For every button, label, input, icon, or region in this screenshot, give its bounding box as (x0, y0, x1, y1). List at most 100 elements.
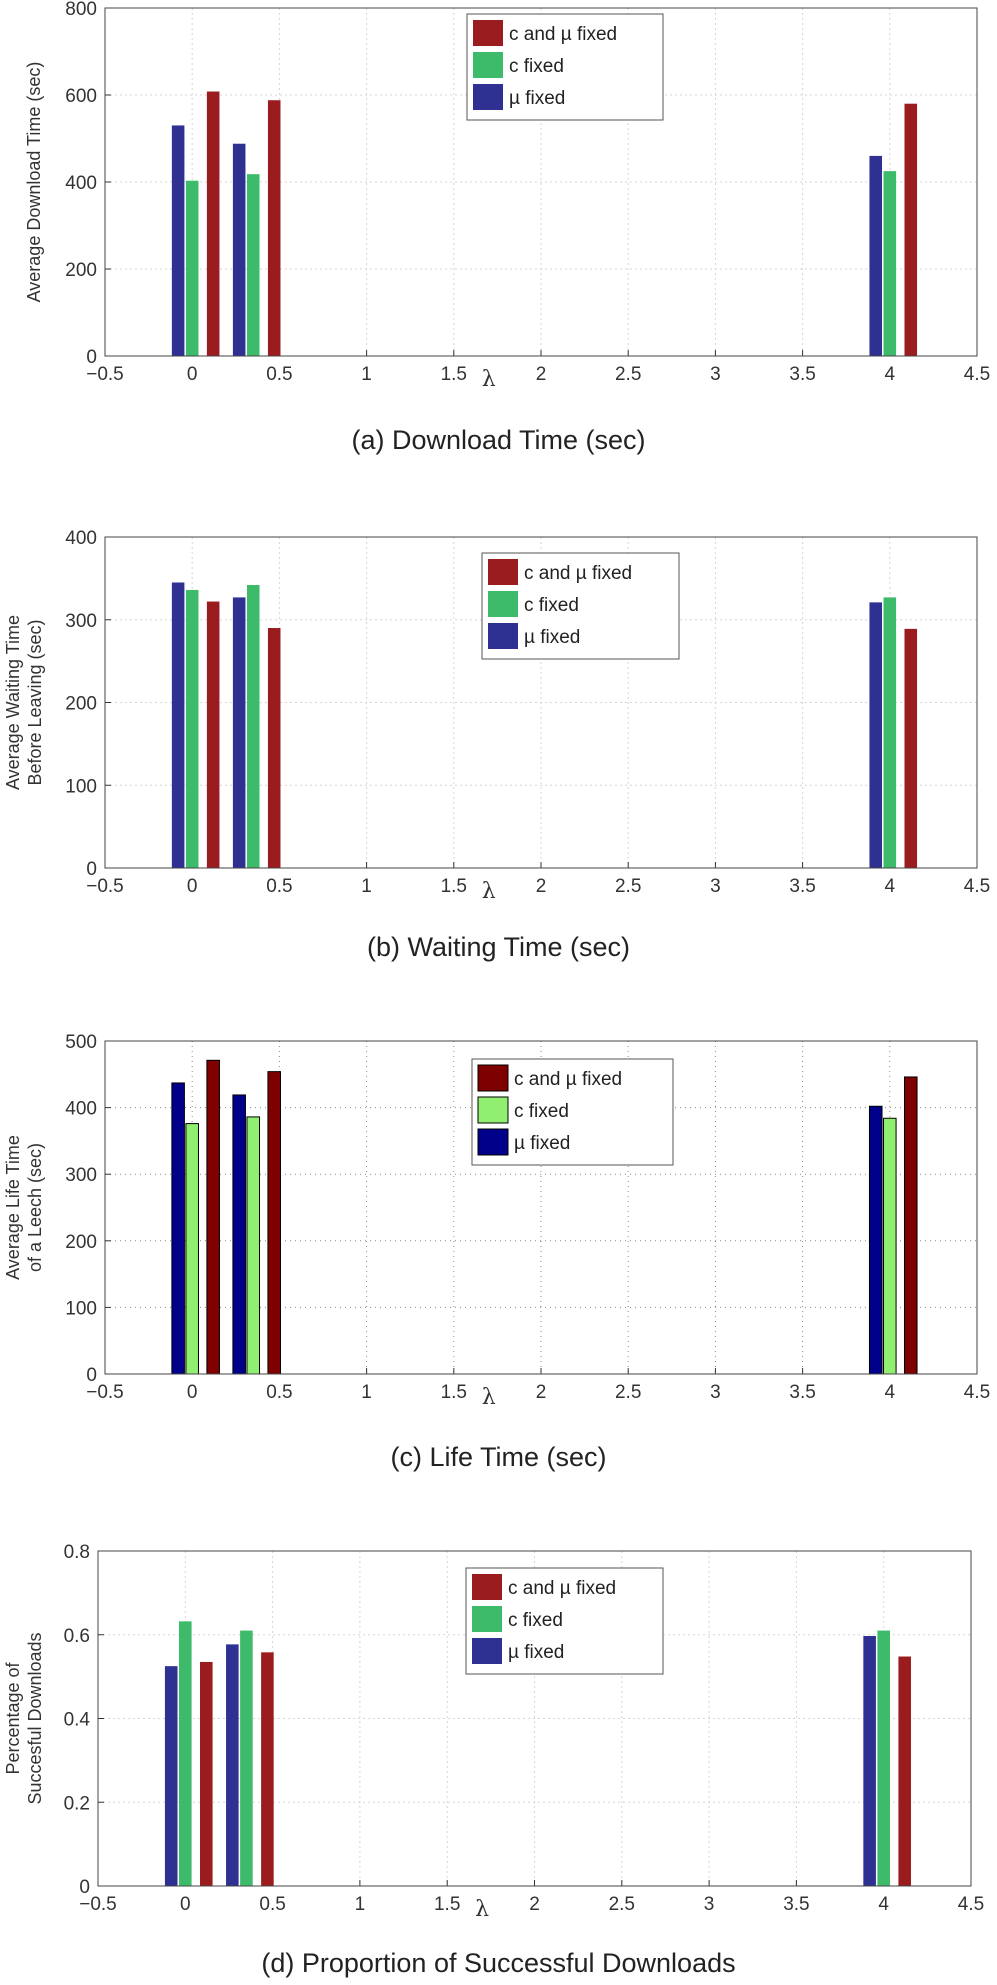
x-tick-label: 2 (536, 876, 547, 897)
y-tick-label: 600 (65, 86, 97, 107)
y-tick-label: 0.2 (64, 1793, 90, 1814)
bar-c-fixed (883, 171, 897, 356)
y-axis-label: of a Leech (sec) (25, 1143, 45, 1272)
x-tick-label: 1.5 (434, 1894, 460, 1915)
x-tick-label: 0.5 (266, 876, 292, 897)
legend-label: c fixed (508, 1610, 563, 1631)
legend-swatch (477, 1064, 509, 1092)
x-tick-label: 0 (187, 876, 198, 897)
x-tick-label: 2 (536, 364, 547, 385)
bar-c-and-fixed (206, 91, 220, 357)
bar-fixed (232, 597, 246, 868)
x-tick-label: 0 (187, 1382, 198, 1403)
legend-label: c and µ fixed (514, 1069, 622, 1090)
legend-swatch (488, 591, 518, 617)
x-tick-label: −0.5 (86, 364, 124, 385)
legend-swatch (488, 623, 518, 649)
x-tick-label: 2.5 (615, 876, 641, 897)
legend-swatch (473, 84, 503, 110)
bar-c-fixed (185, 589, 199, 868)
x-tick-label: 1 (361, 364, 372, 385)
bar-c-fixed (240, 1630, 253, 1886)
caption-successful-downloads: (d) Proportion of Successful Downloads (261, 1948, 736, 1978)
bar-c-and-fixed (904, 103, 918, 356)
x-tick-label: 0.5 (266, 1382, 292, 1403)
x-axis-label: λ (482, 879, 496, 904)
bar-c-and-fixed (267, 628, 281, 868)
chart-waiting-time: −0.5 0 0.5 1 1.5 2 2.5 3 3.5 4 4.50100200300400λAv… (3, 528, 990, 904)
x-tick-label: 4.5 (964, 1382, 990, 1403)
legend-swatch (472, 1574, 502, 1600)
y-axis-label: Before Leaving (sec) (25, 619, 45, 785)
y-tick-label: 200 (65, 694, 97, 715)
x-tick-label: 0.5 (259, 1894, 285, 1915)
bar-fixed (164, 1666, 178, 1886)
x-tick-label: 3.5 (789, 876, 815, 897)
legend-label: c and µ fixed (524, 563, 632, 584)
y-axis-label: Average Download Time (sec) (24, 62, 44, 303)
caption-download-time: (a) Download Time (sec) (351, 425, 646, 455)
chart-life-time: −0.5 0 0.5 1 1.5 2 2.5 3 3.5 4 4.50100200300400500… (3, 1032, 990, 1410)
x-tick-label: 2.5 (615, 364, 641, 385)
x-tick-label: 1 (361, 876, 372, 897)
x-tick-label: 4 (885, 876, 896, 897)
legend: c and µ fixed c fixed µ fixed (481, 552, 680, 660)
bar-c-and-fixed (206, 601, 220, 868)
legend-label: µ fixed (524, 627, 580, 648)
y-tick-label: 200 (65, 260, 97, 281)
chart-download-time: −0.5 0 0.5 1 1.5 2 2.5 3 3.5 4 4.50200400600800λAv… (24, 0, 990, 392)
y-axis-label: Average Life Time (3, 1135, 23, 1280)
bar-fixed (869, 155, 883, 356)
axes-frame (104, 536, 978, 869)
bar-c-fixed (246, 584, 260, 868)
y-tick-label: 300 (65, 1165, 97, 1186)
y-tick-label: 0.6 (64, 1626, 90, 1647)
x-axis-label: λ (482, 367, 496, 392)
x-tick-label: 4 (885, 1382, 896, 1403)
caption-life-time: (c) Life Time (sec) (390, 1442, 607, 1472)
bar-fixed (869, 602, 883, 868)
y-tick-label: 400 (65, 173, 97, 194)
legend-swatch (472, 1638, 502, 1664)
x-tick-label: 1.5 (441, 1382, 467, 1403)
x-axis-label: λ (475, 1897, 489, 1922)
x-tick-label: 3 (710, 1382, 721, 1403)
x-tick-label: 0 (180, 1894, 191, 1915)
bar-fixed (171, 582, 185, 868)
bar-c-and-fixed (261, 1652, 274, 1886)
x-tick-label: 2 (536, 1382, 547, 1403)
legend-swatch (473, 20, 503, 46)
axes-frame (97, 1550, 972, 1887)
x-tick-label: 1 (361, 1382, 372, 1403)
bar-c-and-fixed (898, 1656, 911, 1886)
bar-fixed (226, 1644, 239, 1886)
legend-swatch (477, 1096, 509, 1124)
y-tick-label: 300 (65, 611, 97, 632)
x-tick-label: 3 (710, 876, 721, 897)
x-tick-label: 3.5 (789, 364, 815, 385)
y-tick-label: 0.4 (64, 1710, 91, 1731)
legend: c and µ fixed c fixed µ fixed (466, 13, 664, 121)
y-axis-label: Percentage of (3, 1661, 23, 1774)
x-tick-label: −0.5 (86, 876, 124, 897)
bar-c-fixed (883, 597, 897, 868)
x-tick-label: 4 (878, 1894, 889, 1915)
y-tick-label: 400 (65, 528, 97, 549)
x-tick-label: 3.5 (783, 1894, 809, 1915)
legend-label: c fixed (514, 1101, 569, 1122)
x-tick-label: 1.5 (441, 364, 467, 385)
axes-frame (104, 7, 978, 357)
caption-waiting-time: (b) Waiting Time (sec) (366, 932, 631, 962)
legend-swatch (472, 1606, 502, 1632)
x-tick-label: 0.5 (266, 364, 292, 385)
y-tick-label: 400 (65, 1099, 97, 1120)
x-tick-label: 0 (187, 364, 198, 385)
y-tick-label: 800 (65, 0, 97, 20)
legend-swatch (488, 559, 518, 585)
y-axis-label: Average Waiting Time (3, 615, 23, 790)
x-tick-label: 1.5 (441, 876, 467, 897)
legend: c and µ fixed c fixed µ fixed (471, 1058, 674, 1166)
x-tick-label: 2.5 (609, 1894, 635, 1915)
x-tick-label: 3.5 (789, 1382, 815, 1403)
